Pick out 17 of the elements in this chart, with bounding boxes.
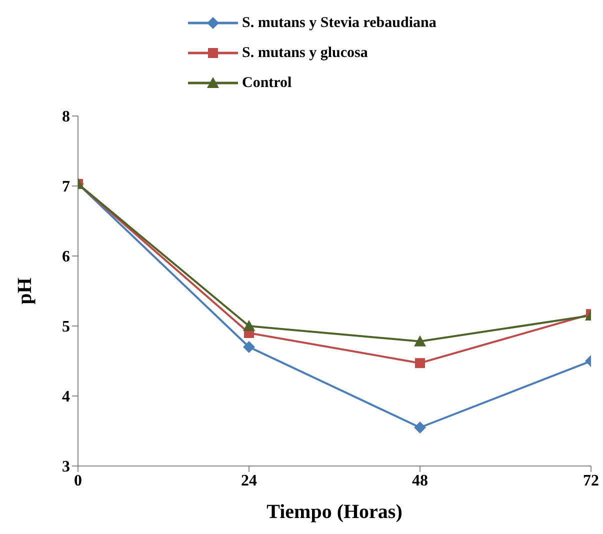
y-tick-label: 7: [62, 178, 70, 196]
y-tick-label: 5: [62, 318, 70, 336]
legend-label: Control: [242, 74, 292, 92]
x-axis-title: Tiempo (Horas): [266, 501, 402, 523]
y-tick-label: 3: [62, 458, 70, 476]
x-tick-label: 0: [74, 472, 82, 490]
point: [414, 422, 426, 434]
y-tick-label: 4: [62, 388, 70, 406]
point: [243, 341, 255, 353]
x-tick-label: 72: [583, 472, 599, 490]
y-tick-label: 6: [62, 248, 70, 266]
legend-label: S. mutans y glucosa: [242, 44, 368, 62]
x-tick-label: 24: [241, 472, 257, 490]
y-axis-title: pH: [14, 277, 36, 304]
legend-label: S. mutans y Stevia rebaudiana: [242, 14, 436, 32]
x-tick-label: 48: [412, 472, 428, 490]
y-tick-label: 8: [62, 108, 70, 126]
